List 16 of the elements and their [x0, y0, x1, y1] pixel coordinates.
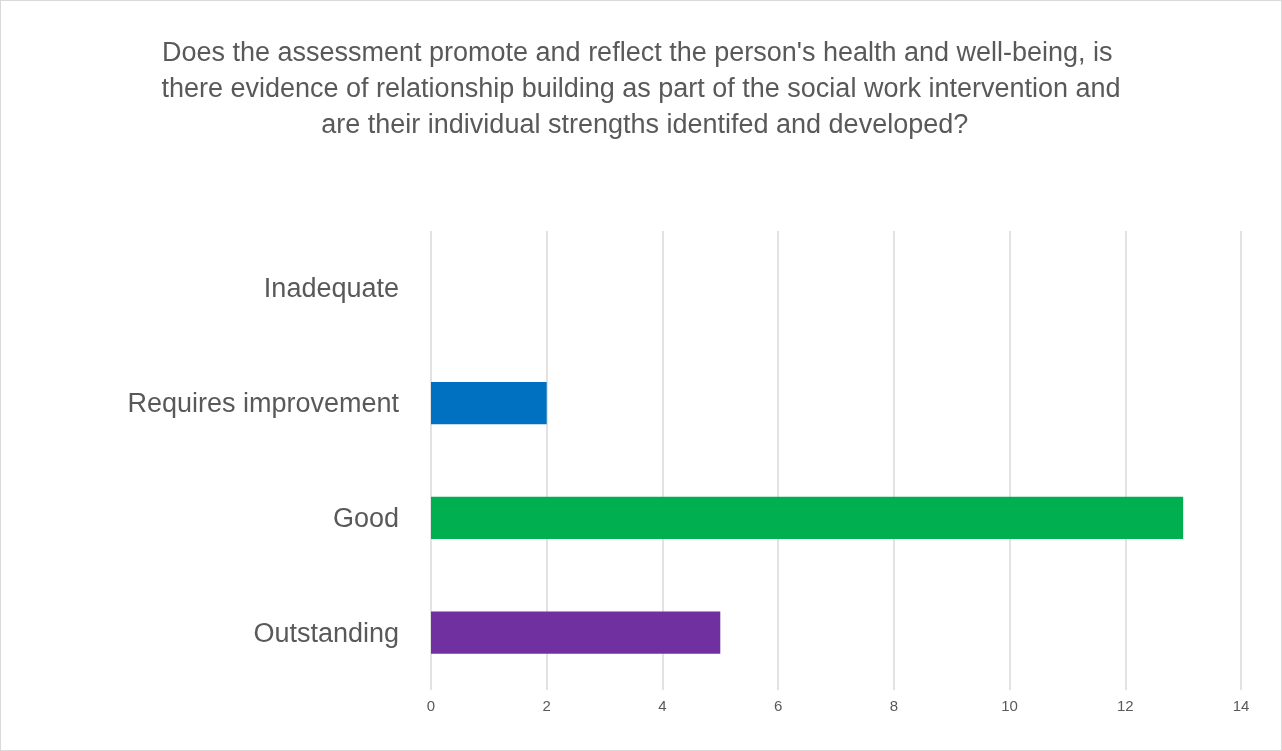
y-tick-label: Outstanding: [253, 617, 399, 648]
x-tick-label: 2: [542, 697, 551, 714]
x-tick-label: 12: [1116, 697, 1134, 714]
chart-title: Does the assessment promote and reflect the person's health and well-being, is there evidence of relationship building as part of the social work intervention and are their individual strengths identifed and developed?: [161, 37, 1121, 139]
x-tick-label: 8: [889, 697, 899, 714]
bar: [431, 496, 1184, 540]
x-tick-label: 10: [1001, 697, 1018, 714]
y-tick-label: Requires improvement: [127, 388, 400, 419]
y-tick-label: Inadequate: [263, 273, 399, 304]
y-tick-label: Good: [332, 502, 399, 533]
x-tick-label: 6: [773, 697, 783, 714]
bar: [431, 611, 721, 654]
x-tick-label: 14: [1232, 697, 1250, 714]
x-tick-label: 4: [658, 697, 667, 714]
x-tick-label: 0: [426, 697, 436, 714]
bar: [431, 381, 547, 425]
